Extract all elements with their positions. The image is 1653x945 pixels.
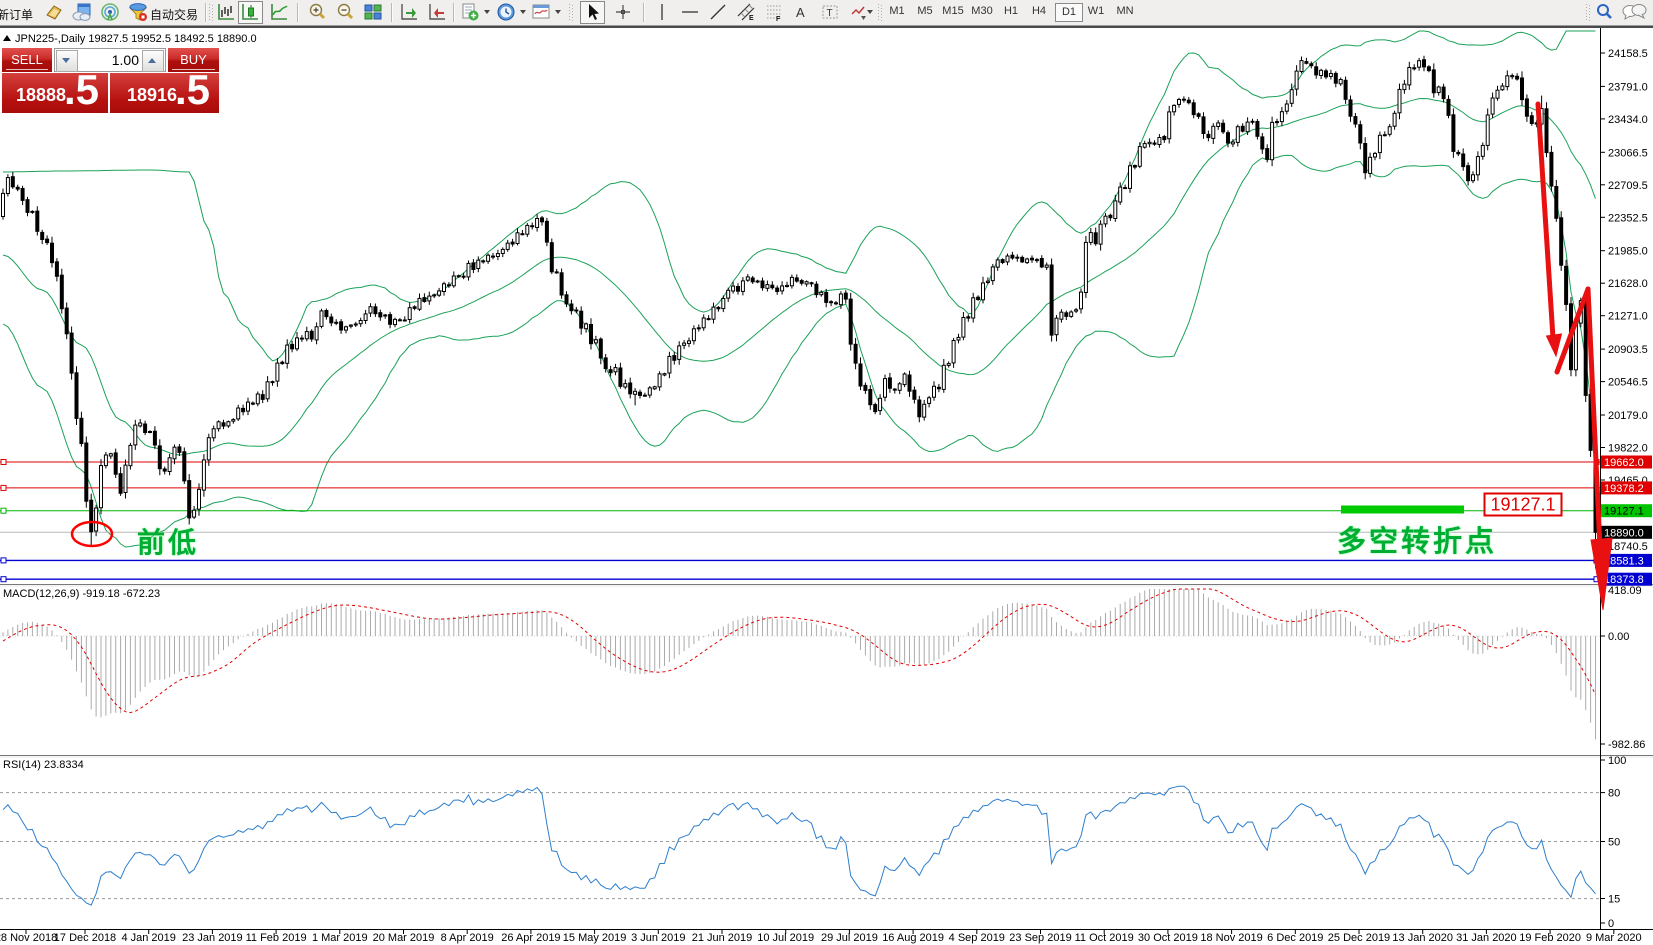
svg-text:JPN225-,Daily 19827.5 19952.5: JPN225-,Daily 19827.5 19952.5 18492.5 18… [15,33,257,45]
svg-text:30 Oct 2019: 30 Oct 2019 [1138,932,1198,944]
svg-text:15 May 2019: 15 May 2019 [563,932,627,944]
svg-text:E: E [749,15,754,22]
svg-text:6 Dec 2019: 6 Dec 2019 [1267,932,1323,944]
svg-text:8 Apr 2019: 8 Apr 2019 [441,932,494,944]
svg-text:11 Oct 2019: 11 Oct 2019 [1075,932,1134,944]
svg-text:11 Feb 2019: 11 Feb 2019 [246,932,307,944]
svg-text:22709.5: 22709.5 [1608,180,1648,192]
svg-text:F: F [776,16,781,23]
svg-text:50: 50 [1608,837,1620,849]
svg-text:23 Sep 2019: 23 Sep 2019 [1009,932,1071,944]
svg-text:18890.0: 18890.0 [1604,527,1644,539]
svg-text:23434.0: 23434.0 [1608,114,1648,126]
svg-text:前低: 前低 [137,526,199,558]
svg-text:0: 0 [1608,918,1614,930]
svg-text:MACD(12,26,9) -919.18 -672.23: MACD(12,26,9) -919.18 -672.23 [3,588,160,600]
svg-text:100: 100 [1608,755,1626,767]
svg-text:18 Nov 2019: 18 Nov 2019 [1200,932,1262,944]
svg-text:16 Aug 2019: 16 Aug 2019 [882,932,944,944]
svg-text:22352.5: 22352.5 [1608,212,1648,224]
svg-text:18581.3: 18581.3 [1604,555,1644,567]
svg-text:10 Jul 2019: 10 Jul 2019 [757,932,814,944]
svg-text:418.09: 418.09 [1608,585,1642,597]
svg-text:20546.5: 20546.5 [1608,377,1648,389]
svg-text:20903.5: 20903.5 [1608,344,1648,356]
svg-text:19822.0: 19822.0 [1608,443,1648,455]
svg-text:20179.0: 20179.0 [1608,410,1648,422]
svg-text:80: 80 [1608,788,1620,800]
svg-text:T: T [827,8,833,19]
svg-text:9 Mar 2020: 9 Mar 2020 [1586,932,1642,944]
svg-text:26 Apr 2019: 26 Apr 2019 [501,932,560,944]
svg-text:21985.0: 21985.0 [1608,246,1648,258]
svg-text:19378.2: 19378.2 [1604,483,1644,495]
svg-text:31 Jan 2020: 31 Jan 2020 [1456,932,1517,944]
svg-text:19662.0: 19662.0 [1604,457,1644,469]
svg-text:25 Dec 2019: 25 Dec 2019 [1328,932,1390,944]
svg-text:13 Jan 2020: 13 Jan 2020 [1392,932,1453,944]
svg-text:多空转折点: 多空转折点 [1337,524,1497,558]
svg-text:17 Dec 2018: 17 Dec 2018 [54,932,116,944]
svg-text:RSI(14) 23.8334: RSI(14) 23.8334 [3,759,84,771]
svg-text:24158.5: 24158.5 [1608,48,1648,60]
svg-text:19 Feb 2020: 19 Feb 2020 [1519,932,1581,944]
svg-text:29 Jul 2019: 29 Jul 2019 [821,932,878,944]
svg-text:3 Jun 2019: 3 Jun 2019 [631,932,685,944]
svg-text:-982.86: -982.86 [1608,739,1645,751]
svg-text:1 Mar 2019: 1 Mar 2019 [312,932,368,944]
svg-text:19127.1: 19127.1 [1604,506,1644,518]
svg-text:0.00: 0.00 [1608,631,1629,643]
svg-text:28 Nov 2018: 28 Nov 2018 [0,932,57,944]
svg-text:4 Sep 2019: 4 Sep 2019 [949,932,1005,944]
svg-text:23 Jan 2019: 23 Jan 2019 [182,932,243,944]
svg-text:18740.5: 18740.5 [1608,541,1648,553]
svg-text:A: A [796,5,805,20]
svg-text:21 Jun 2019: 21 Jun 2019 [692,932,753,944]
svg-text:23791.0: 23791.0 [1608,81,1648,93]
svg-text:18373.8: 18373.8 [1604,574,1644,586]
svg-text:23066.5: 23066.5 [1608,147,1648,159]
svg-text:21271.0: 21271.0 [1608,311,1648,323]
svg-text:19127.1: 19127.1 [1490,495,1555,515]
svg-text:21628.0: 21628.0 [1608,278,1648,290]
svg-text:20 Mar 2019: 20 Mar 2019 [373,932,435,944]
svg-text:15: 15 [1608,894,1620,906]
svg-text:4 Jan 2019: 4 Jan 2019 [121,932,175,944]
